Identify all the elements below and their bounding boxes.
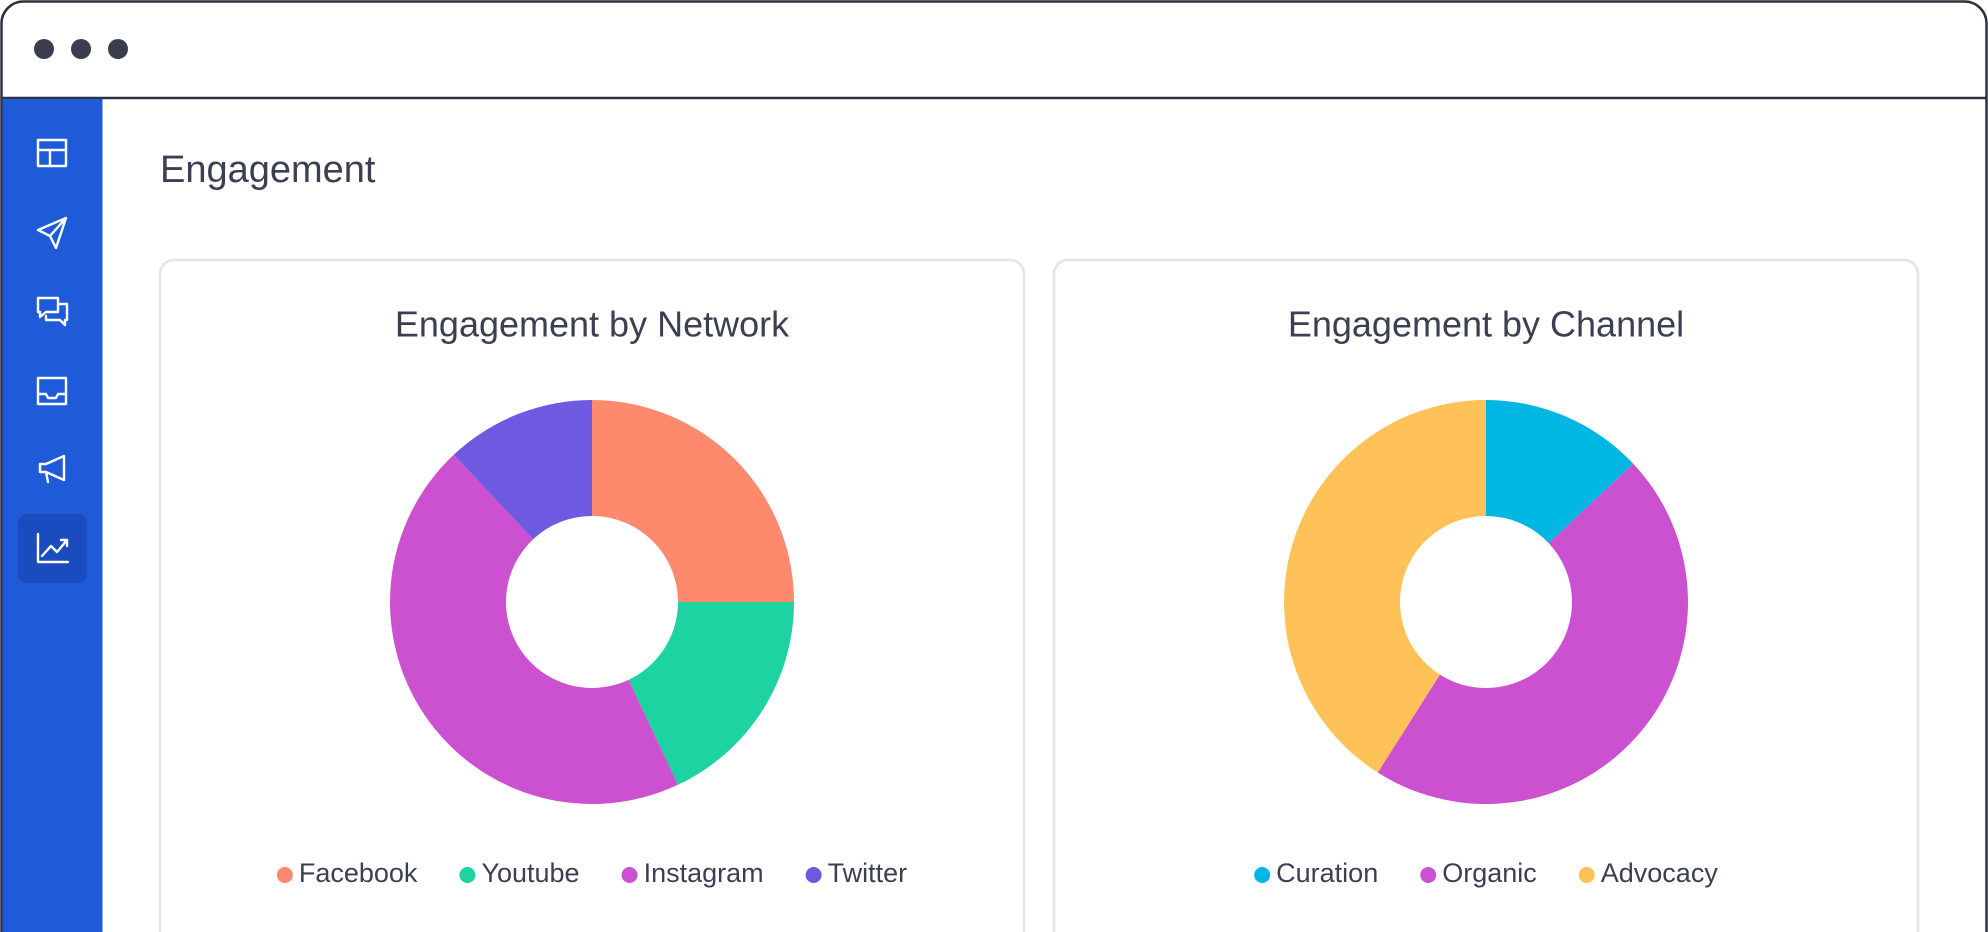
nav-dashboard[interactable] [36, 138, 68, 168]
legend-label: Twitter [828, 858, 908, 888]
nav-publish[interactable] [36, 216, 68, 250]
donut-segment [592, 400, 794, 602]
chart-title: Engagement by Channel [1288, 304, 1684, 345]
donut-segment [453, 400, 592, 540]
legend-swatch [621, 867, 638, 883]
cards: Engagement by Network Facebook Youtube Inst… [158, 258, 1920, 932]
nav-campaigns[interactable] [38, 454, 66, 484]
legend-swatch [805, 867, 822, 883]
legend-swatch [1578, 867, 1595, 883]
page-title: Engagement [160, 149, 376, 191]
chart-card: Engagement by Network Facebook Youtube Inst… [158, 258, 1026, 932]
card-frame [158, 258, 1026, 932]
window-dot[interactable] [34, 39, 54, 59]
window-dot[interactable] [108, 39, 128, 59]
nav-messages[interactable] [36, 296, 69, 327]
nav-analytics[interactable] [36, 532, 70, 564]
legend-label: Curation [1276, 858, 1378, 888]
legend-label: Instagram [644, 858, 764, 888]
legend-swatch [276, 867, 293, 883]
card-frame [1052, 258, 1920, 932]
legend-swatch [459, 867, 476, 883]
legend-label: Organic [1442, 858, 1537, 888]
donut-segment [1377, 463, 1689, 805]
donut-segment [1486, 400, 1634, 544]
legend-swatch [1254, 867, 1271, 883]
window-dot[interactable] [71, 39, 91, 59]
donut-segment [389, 454, 679, 804]
legend-label: Advocacy [1601, 858, 1719, 888]
chart-title: Engagement by Network [395, 304, 790, 345]
legend-swatch [1420, 867, 1437, 883]
nav-inbox[interactable] [36, 376, 68, 406]
legend-label: Facebook [299, 858, 418, 888]
donut-segment [1283, 400, 1486, 773]
legend-label: Youtube [481, 858, 579, 888]
donut-segment [628, 602, 794, 785]
chart-card: Engagement by Channel Curation Organic Advo… [1052, 258, 1920, 932]
